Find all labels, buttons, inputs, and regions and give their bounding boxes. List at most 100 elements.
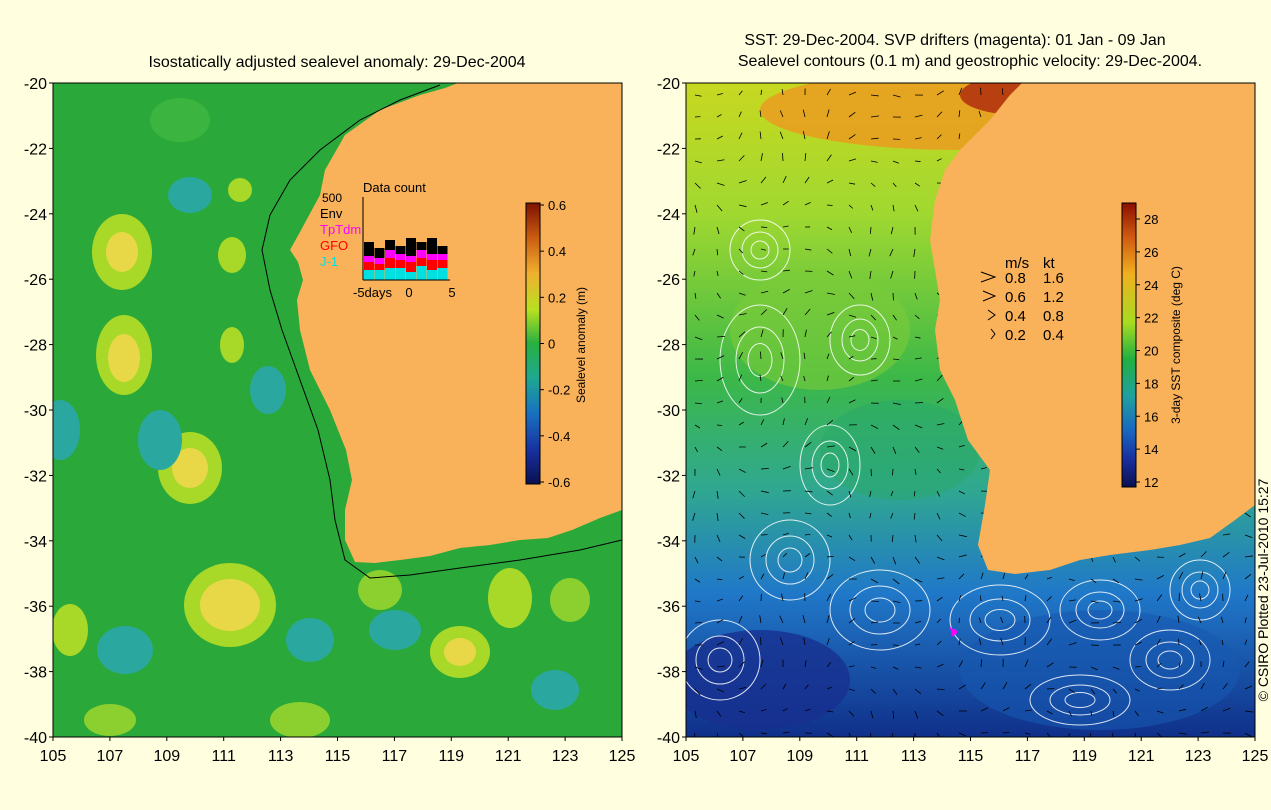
shelf-contour [261,84,622,579]
data-count-bar [427,254,437,260]
sla-colorbar-tick: -0.4 [548,429,570,444]
data-count-bar [406,238,416,256]
sealevel-contours [686,219,1231,726]
data-count-bar [395,254,406,260]
sst-colorbar: 28 26 24 22 20 18 16 14 12 3-day SST composite (… [1121,202,1183,490]
data-count-bar [395,268,406,280]
data-count-bar [385,250,395,258]
right-x-tick: 105 [673,748,700,765]
sla-colorbar-tick: -0.6 [548,475,570,490]
vel-key-arrow [990,328,996,340]
sst-map [686,83,1255,737]
left-y-tick: -36 [24,599,47,616]
left-x-tick: 117 [382,748,408,765]
data-count-bar [427,238,437,254]
data-count-bar [437,268,448,280]
right-panel-title-2: Sealevel contours (0.1 m) and geostrophi… [738,53,1202,70]
vel-key-ms: 0.4 [1005,308,1026,325]
vel-key-kt: 0.4 [1043,327,1064,344]
right-panel-title-1: SST: 29-Dec-2004. SVP drifters (magenta)… [744,32,1165,49]
data-count-bar [416,242,427,250]
data-count-x-label: 0 [405,285,412,300]
data-count-bars [364,238,448,280]
left-x-tick: 109 [153,748,180,765]
right-x-tick: 119 [1072,748,1098,765]
sla-colorbar-label: Sealevel anomaly (m) [574,287,588,403]
vel-key-ms: 0.2 [1005,327,1026,344]
data-count-bar [406,272,416,280]
data-count-title: Data count [363,180,426,195]
sst-colorbar-tick: 18 [1144,376,1158,391]
vel-key-kt-header: kt [1043,255,1056,272]
data-count-x-label: -5days [353,285,393,300]
data-count-bar [437,254,448,260]
right-y-tick: -38 [657,665,680,682]
left-x-tick: 113 [268,748,294,765]
sst-colorbar-tick: 16 [1144,409,1158,424]
right-y-tick: -20 [657,76,680,93]
right-x-tick: 125 [1242,748,1269,765]
vel-key-kt: 0.8 [1043,308,1064,325]
data-count-legend-item: Env [320,206,343,221]
data-count-bar [364,242,374,256]
sla-colorbar-tick: 0.4 [548,244,566,259]
left-x-tick: 105 [40,748,67,765]
data-count-bar [374,258,385,264]
right-y-tick: -30 [657,403,680,420]
left-y-tick: -40 [24,730,47,747]
australia-land-sst [930,83,1255,574]
data-count-legend-item: TpTdm [320,222,361,237]
data-count-bar [385,240,395,250]
data-count-max: 500 [322,191,342,205]
left-panel-title: Isostatically adjusted sealevel anomaly:… [148,54,525,71]
sla-colorbar-tick: -0.2 [548,383,570,398]
sst-colorbar-tick: 26 [1144,245,1158,260]
right-x-tick: 115 [958,748,984,765]
right-y-tick: -22 [657,141,680,158]
credit-text: © CSIRO Plotted 23-Jul-2010 15:27 [1255,478,1271,701]
sst-colorbar-tick: 14 [1144,442,1158,457]
data-count-bar [374,248,385,258]
data-count-legend-item: J-1 [320,254,338,269]
vel-key-kt: 1.6 [1043,270,1064,287]
data-count-bar [364,256,374,262]
left-x-tick: 123 [552,748,579,765]
sst-colorbar-tick: 22 [1144,311,1158,326]
vel-key-ms: 0.8 [1005,270,1026,287]
sla-colorbar-tick: 0.6 [548,198,566,213]
right-x-tick: 121 [1128,748,1155,765]
data-count-bar [427,270,437,280]
sla-anomaly-field [53,98,590,737]
data-count-bar [406,262,416,272]
data-count-bar [395,246,406,254]
data-count-bar [427,260,437,270]
left-y-tick: -28 [24,338,47,355]
left-y-tick: -38 [24,665,47,682]
data-count-bar [385,258,395,268]
right-x-tick: 117 [1015,748,1041,765]
velocity-key: m/s kt 0.8 1.6 0.6 1.2 0.4 0.8 0.2 0.4 [980,255,1064,344]
left-x-tick: 107 [97,748,124,765]
right-x-tick: 111 [845,748,869,765]
data-count-bar [416,258,427,266]
vel-key-arrow [980,271,997,283]
left-y-tick: -30 [24,403,47,420]
sst-colorbar-tick: 20 [1144,344,1158,359]
right-x-tick: 107 [730,748,757,765]
left-x-tick: 121 [495,748,522,765]
right-y-tick: -36 [657,599,680,616]
sst-colorbar-tick: 24 [1144,278,1158,293]
right-y-tick: -32 [657,468,680,485]
vel-key-arrow [982,290,997,302]
right-y-tick: -28 [657,338,680,355]
data-count-legend-item: GFO [320,238,348,253]
left-y-tick: -26 [24,272,47,289]
left-y-tick: -22 [24,141,47,158]
sla-colorbar-tick: 0.2 [548,290,566,305]
sst-colorbar-tick: 28 [1144,212,1158,227]
right-y-tick: -26 [657,272,680,289]
